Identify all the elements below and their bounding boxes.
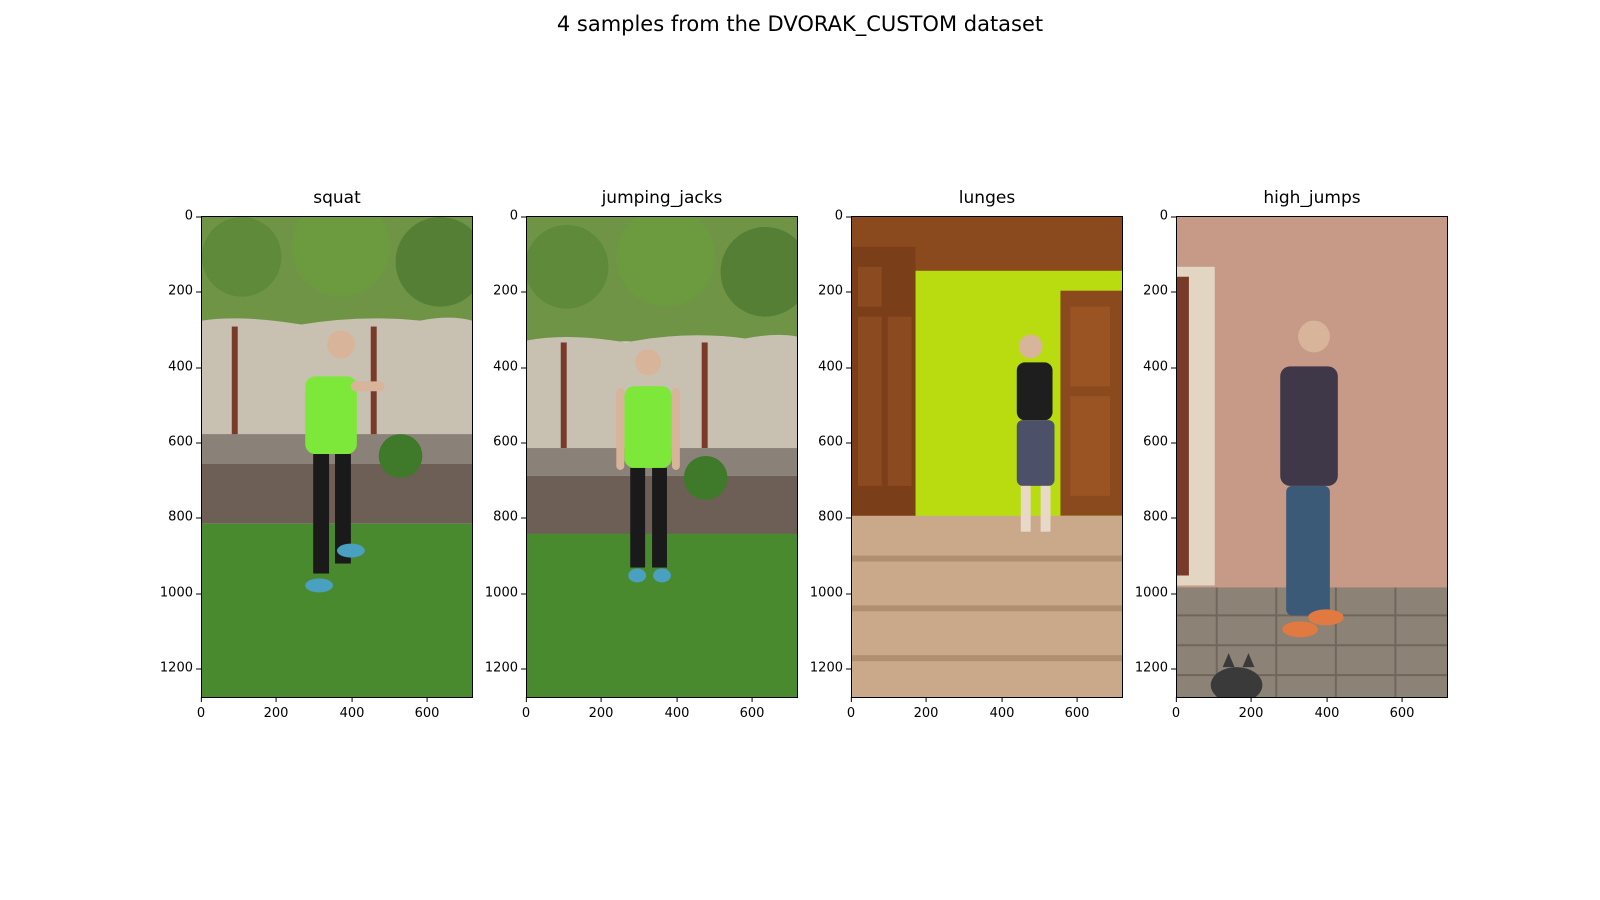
y-tick: 0 bbox=[1159, 208, 1177, 224]
y-tick: 400 bbox=[1143, 359, 1176, 375]
y-tick: 1200 bbox=[1134, 660, 1177, 676]
panel-axes: 0 200 400 600 800 1000 1200 0 200 400 60… bbox=[160, 209, 473, 721]
y-tick: 1200 bbox=[484, 660, 527, 676]
x-tick: 200 bbox=[1238, 697, 1264, 721]
y-tick: 1000 bbox=[809, 585, 852, 601]
x-tick: 0 bbox=[196, 697, 206, 721]
y-tick: 1000 bbox=[484, 585, 527, 601]
y-tick: 200 bbox=[493, 283, 526, 299]
garden-scene-squat bbox=[202, 217, 472, 697]
y-tick: 1200 bbox=[809, 660, 852, 676]
y-tick: 0 bbox=[509, 208, 527, 224]
panel-jumping-jacks: jumping_jacks bbox=[485, 180, 830, 740]
sample-image bbox=[1176, 216, 1448, 698]
panel-high-jumps: high_jumps bbox=[1135, 180, 1480, 740]
panel-axes: 0 200 400 600 800 1000 1200 0 200 400 60… bbox=[810, 209, 1123, 721]
y-tick: 200 bbox=[1143, 283, 1176, 299]
y-tick: 400 bbox=[168, 359, 201, 375]
sample-image bbox=[526, 216, 798, 698]
x-tick: 400 bbox=[1314, 697, 1340, 721]
panel-title: lunges bbox=[958, 188, 1016, 208]
y-tick: 0 bbox=[834, 208, 852, 224]
y-tick: 200 bbox=[168, 283, 201, 299]
y-tick: 600 bbox=[493, 434, 526, 450]
y-tick: 800 bbox=[168, 509, 201, 525]
garden-scene-jumping-jacks bbox=[527, 217, 797, 697]
x-tick: 600 bbox=[1389, 697, 1415, 721]
sample-image bbox=[201, 216, 473, 698]
x-tick: 0 bbox=[521, 697, 531, 721]
x-tick: 400 bbox=[989, 697, 1015, 721]
x-tick: 0 bbox=[1171, 697, 1181, 721]
y-tick: 800 bbox=[493, 509, 526, 525]
panel-title: squat bbox=[313, 188, 361, 208]
x-tick: 600 bbox=[739, 697, 765, 721]
indoor-scene-lunges bbox=[852, 217, 1122, 697]
x-tick: 0 bbox=[846, 697, 856, 721]
outdoor-wall-scene-high-jumps bbox=[1177, 217, 1447, 697]
y-tick: 1200 bbox=[159, 660, 202, 676]
y-tick: 400 bbox=[493, 359, 526, 375]
x-tick: 200 bbox=[588, 697, 614, 721]
panel-title: high_jumps bbox=[1263, 188, 1361, 208]
x-tick: 200 bbox=[263, 697, 289, 721]
y-tick: 800 bbox=[1143, 509, 1176, 525]
y-tick: 400 bbox=[818, 359, 851, 375]
sample-image bbox=[851, 216, 1123, 698]
x-tick: 600 bbox=[1064, 697, 1090, 721]
y-tick: 200 bbox=[818, 283, 851, 299]
y-tick: 0 bbox=[184, 208, 202, 224]
panel-axes: 0 200 400 600 800 1000 1200 0 200 400 60… bbox=[485, 209, 798, 721]
x-tick: 400 bbox=[339, 697, 365, 721]
panel-axes: 0 200 400 600 800 1000 1200 0 200 400 60… bbox=[1135, 209, 1448, 721]
figure-title: 4 samples from the DVORAK_CUSTOM dataset bbox=[556, 12, 1044, 36]
panel-lunges: lunges bbox=[810, 180, 1155, 740]
y-tick: 800 bbox=[818, 509, 851, 525]
y-tick: 1000 bbox=[159, 585, 202, 601]
panel-title: jumping_jacks bbox=[601, 188, 723, 208]
y-tick: 600 bbox=[818, 434, 851, 450]
y-tick: 1000 bbox=[1134, 585, 1177, 601]
y-tick: 600 bbox=[1143, 434, 1176, 450]
x-tick: 200 bbox=[913, 697, 939, 721]
x-tick: 400 bbox=[664, 697, 690, 721]
x-tick: 600 bbox=[414, 697, 440, 721]
y-tick: 600 bbox=[168, 434, 201, 450]
panel-squat: squat bbox=[160, 180, 505, 740]
